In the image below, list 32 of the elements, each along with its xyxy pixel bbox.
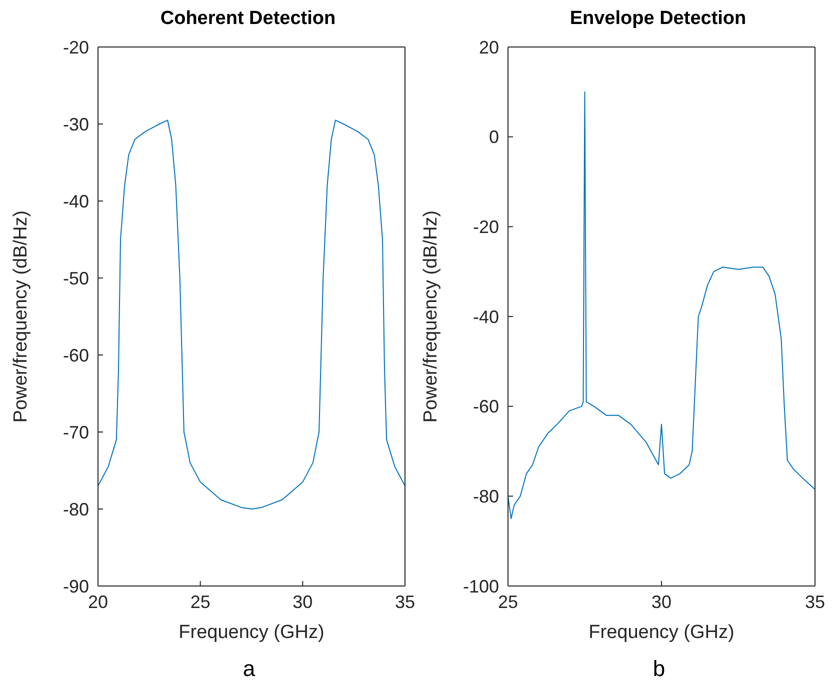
y-tick-label: -50 [62,268,89,288]
x-tick-label: 30 [292,592,313,612]
x-tick-label: 35 [394,592,416,612]
y-tick-label: -90 [62,576,89,596]
line-series [508,91,815,520]
chart-title: Envelope Detection [568,8,748,30]
text: b [652,656,666,682]
y-tick-label: -80 [472,486,499,507]
y-tick-label: -20 [472,217,499,238]
line-series [98,120,405,510]
y-tick-label: 20 [478,37,499,58]
chart-title: Coherent Detection [159,8,337,30]
x-tick-label: 20 [88,592,108,612]
text: a [242,656,256,682]
y-tick-label: -70 [62,422,89,442]
y-tick-label: -20 [62,37,89,58]
y-tick-label: -60 [472,396,499,417]
x-tick-label: 30 [651,592,672,612]
x-tick-label: 25 [190,592,210,612]
x-tick-label: 35 [804,592,826,612]
y-tick-label: -80 [62,499,89,520]
y-tick-label: -40 [472,306,499,327]
y-tick-label: -60 [62,345,89,366]
x-tick-label: 25 [498,592,518,612]
y-tick-label: -40 [62,191,89,212]
x-axis-title: Frequency (GHz) [178,622,324,643]
y-axis-title: Power/frequency (dB/Hz) [420,210,442,423]
y-tick-label: 0 [488,127,499,148]
y-axis-title: Power/frequency (dB/Hz) [10,210,32,423]
x-axis-title: Frequency (GHz) [588,622,734,643]
y-tick-label: -100 [462,576,499,596]
y-tick-label: -30 [62,114,89,134]
